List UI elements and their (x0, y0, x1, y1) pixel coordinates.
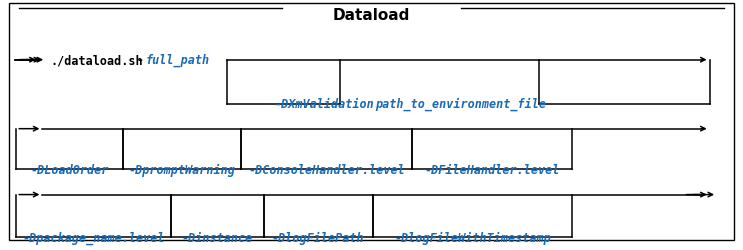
Text: Dataload: Dataload (333, 8, 410, 22)
Text: -DFileHandler.level: -DFileHandler.level (424, 163, 560, 176)
FancyBboxPatch shape (9, 4, 734, 240)
Text: ./dataload.sh: ./dataload.sh (51, 54, 143, 67)
Text: -DpromptWarning: -DpromptWarning (129, 163, 236, 176)
Text: -: - (137, 54, 142, 67)
Text: path_to_environment_file: path_to_environment_file (375, 98, 546, 111)
Text: -Dpackage_name.level: -Dpackage_name.level (22, 231, 165, 244)
Text: -DXmValidation: -DXmValidation (275, 98, 374, 111)
Text: -Dinstance: -Dinstance (182, 231, 253, 244)
Text: -DlogFilePath: -DlogFilePath (272, 231, 365, 244)
Text: -DlogFileWithTimestamp: -DlogFileWithTimestamp (395, 231, 551, 244)
Text: -DConsoleHandler.level: -DConsoleHandler.level (249, 163, 405, 176)
Text: full_path: full_path (146, 54, 210, 67)
Text: -DLoadOrder: -DLoadOrder (30, 163, 108, 176)
